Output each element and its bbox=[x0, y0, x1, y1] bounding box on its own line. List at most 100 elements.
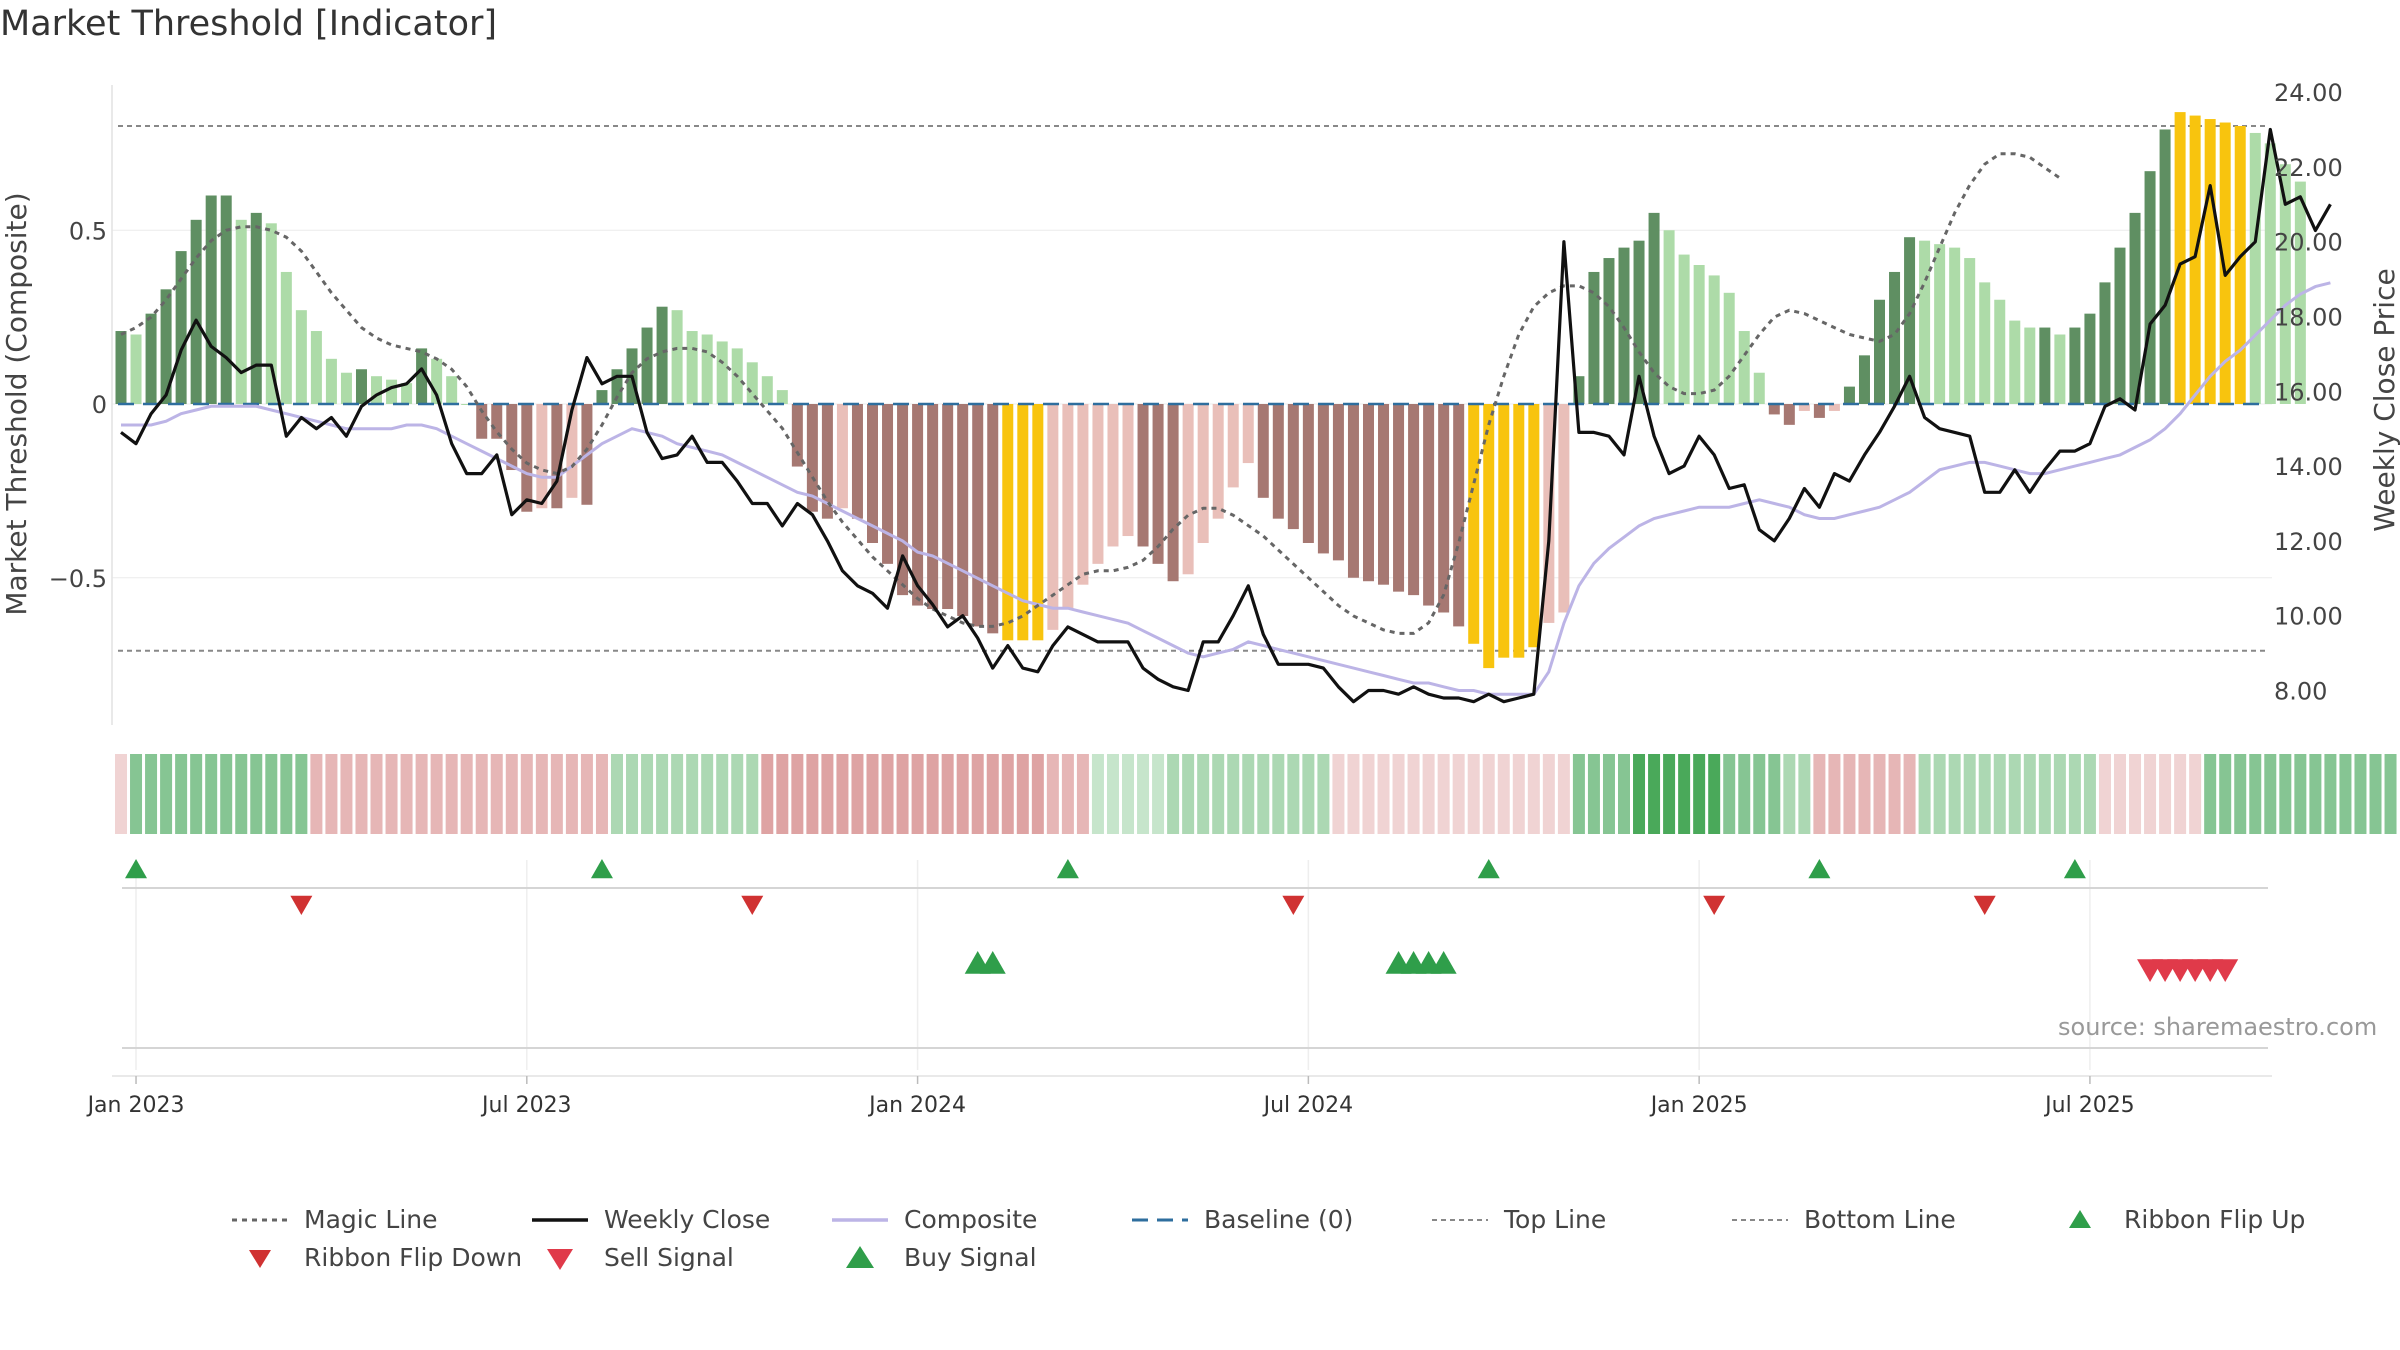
ribbon-cell bbox=[1993, 754, 2006, 834]
histogram-bar bbox=[536, 404, 548, 509]
histogram-bar bbox=[2279, 164, 2291, 404]
histogram-bar bbox=[1648, 212, 1660, 404]
ribbon-cell bbox=[701, 754, 714, 834]
source-note: source: sharemaestro.com bbox=[2058, 1013, 2378, 1041]
ribbon-cell bbox=[1708, 754, 1721, 834]
histogram-bar bbox=[1483, 404, 1495, 669]
histogram-bar bbox=[1287, 404, 1299, 530]
ribbon-cell bbox=[1347, 754, 1360, 834]
ribbon-cell bbox=[911, 754, 924, 834]
histogram-bar bbox=[1738, 331, 1750, 404]
histogram-bar bbox=[1393, 404, 1405, 592]
histogram-bar bbox=[1874, 299, 1886, 404]
ribbon-cell bbox=[1392, 754, 1405, 834]
ribbon-cell bbox=[791, 754, 804, 834]
ribbon-cell bbox=[2098, 754, 2111, 834]
histogram-bar bbox=[867, 404, 878, 543]
ribbon-cell bbox=[1362, 754, 1375, 834]
ribbon-cell bbox=[535, 754, 548, 834]
ribbon-cell bbox=[115, 754, 127, 834]
ribbon-cell bbox=[1512, 754, 1525, 834]
ribbon-flip-up-marker bbox=[125, 859, 148, 879]
ribbon-cell bbox=[220, 754, 233, 834]
histogram-bar bbox=[716, 341, 728, 404]
histogram-bar bbox=[1498, 404, 1510, 658]
buy-signal-marker bbox=[979, 951, 1006, 974]
histogram-bar bbox=[551, 404, 563, 509]
histogram-bar bbox=[1588, 271, 1600, 404]
ribbon-cell bbox=[385, 754, 398, 834]
ribbon-cell bbox=[1242, 754, 1255, 834]
histogram-bar bbox=[1302, 404, 1314, 543]
legend-item-magic: Magic Line bbox=[230, 1205, 438, 1234]
histogram-bar bbox=[1438, 404, 1450, 613]
histogram-bar bbox=[1573, 376, 1585, 404]
histogram-bar bbox=[1513, 404, 1525, 658]
ribbon-flip-up-marker bbox=[1056, 859, 1079, 879]
ribbon-cell bbox=[1723, 754, 1736, 834]
left-tick-label: 0 bbox=[92, 391, 107, 419]
histogram-bar bbox=[1858, 355, 1870, 404]
histogram-bar bbox=[1212, 404, 1224, 519]
right-tick-label: 22.00 bbox=[2274, 154, 2343, 182]
ribbon-cell bbox=[1828, 754, 1841, 834]
magic-line bbox=[120, 152, 2061, 635]
ribbon-cell bbox=[2038, 754, 2051, 834]
ribbon-cell bbox=[1257, 754, 1270, 834]
buy-signal-marker bbox=[1430, 951, 1457, 974]
histogram-bar bbox=[160, 289, 172, 404]
legend-item-sell: Sell Signal bbox=[530, 1243, 734, 1272]
ribbon-cell bbox=[1106, 754, 1119, 834]
histogram-bar bbox=[912, 404, 924, 606]
histogram-bar bbox=[897, 404, 909, 596]
legend-label: Weekly Close bbox=[604, 1205, 771, 1234]
histogram-bar bbox=[2144, 171, 2156, 404]
histogram-bar bbox=[265, 223, 277, 404]
histogram-bar bbox=[761, 376, 773, 404]
right-tick-label: 14.00 bbox=[2274, 453, 2343, 481]
ribbon-cell bbox=[2113, 754, 2126, 834]
ribbon-flip-up-marker bbox=[590, 859, 613, 879]
histogram-bar bbox=[1753, 372, 1765, 404]
ribbon-cell bbox=[1843, 754, 1856, 834]
ribbon-cell bbox=[280, 754, 293, 834]
histogram-bar bbox=[1002, 404, 1014, 641]
ribbon-cell bbox=[1903, 754, 1916, 834]
right-tick-label: 16.00 bbox=[2274, 378, 2343, 406]
ribbon-cell bbox=[746, 754, 759, 834]
histogram-bar bbox=[1798, 404, 1810, 411]
ribbon-cell bbox=[2384, 754, 2397, 834]
histogram-bar bbox=[130, 334, 142, 404]
ribbon-cell bbox=[145, 754, 158, 834]
ribbon-cell bbox=[806, 754, 819, 834]
x-tick-label: Jan 2025 bbox=[1649, 1093, 1748, 1118]
histogram-bar bbox=[310, 331, 322, 404]
histogram-bar bbox=[1904, 237, 1916, 404]
histogram-bar bbox=[821, 404, 833, 519]
legend-swatch bbox=[547, 1248, 573, 1270]
ribbon-cell bbox=[2324, 754, 2337, 834]
histogram-bar bbox=[2054, 334, 2066, 404]
ribbon-cell bbox=[1182, 754, 1195, 834]
ribbon-cell bbox=[1407, 754, 1420, 834]
ribbon-cell bbox=[1152, 754, 1165, 834]
ribbon-cell bbox=[1648, 754, 1661, 834]
ribbon-cell bbox=[1663, 754, 1676, 834]
histogram-bar bbox=[1768, 404, 1780, 415]
ribbon-cell bbox=[2144, 754, 2157, 834]
histogram-bar bbox=[1062, 404, 1074, 610]
ribbon-cell bbox=[1527, 754, 1540, 834]
ribbon-cell bbox=[2339, 754, 2352, 834]
ribbon-cell bbox=[595, 754, 608, 834]
histogram-bar bbox=[671, 310, 683, 404]
ribbon-cell bbox=[941, 754, 954, 834]
ribbon-cell bbox=[731, 754, 744, 834]
histogram-bar bbox=[2009, 320, 2021, 404]
legend-label: Baseline (0) bbox=[1204, 1205, 1354, 1234]
ribbon-cell bbox=[1618, 754, 1630, 834]
ribbon-cell bbox=[2219, 754, 2232, 834]
ribbon-flip-up-marker bbox=[1477, 859, 1500, 879]
ribbon-cell bbox=[205, 754, 218, 834]
histogram-bar bbox=[401, 383, 413, 404]
ribbon-cell bbox=[1061, 754, 1074, 834]
